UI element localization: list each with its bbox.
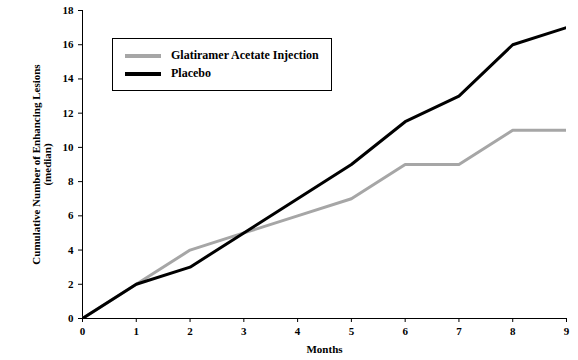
svg-text:2: 2	[187, 325, 193, 337]
svg-text:Cumulative Number of Enhancing: Cumulative Number of Enhancing Lesions(m…	[30, 64, 54, 265]
html-text:Glatiramer Acetate Injection: Glatiramer Acetate Injection	[171, 48, 319, 62]
svg-text:3: 3	[241, 325, 247, 337]
svg-text:18: 18	[63, 4, 75, 16]
svg-text:2: 2	[68, 278, 74, 290]
svg-text:6: 6	[402, 325, 408, 337]
svg-text:8: 8	[68, 175, 74, 187]
svg-text:9: 9	[564, 325, 570, 337]
svg-text:7: 7	[456, 325, 462, 337]
svg-text:0: 0	[80, 325, 86, 337]
svg-text:14: 14	[63, 72, 75, 84]
svg-text:8: 8	[510, 325, 516, 337]
svg-text:10: 10	[63, 141, 75, 153]
svg-text:5: 5	[349, 325, 355, 337]
svg-text:0: 0	[68, 312, 74, 324]
svg-text:16: 16	[63, 38, 75, 50]
svg-text:4: 4	[68, 244, 74, 256]
svg-text:4: 4	[295, 325, 301, 337]
svg-text:12: 12	[63, 107, 75, 119]
svg-text:1: 1	[134, 325, 140, 337]
svg-text:Months: Months	[306, 343, 343, 355]
html-text:Placebo: Placebo	[171, 66, 211, 80]
svg-text:6: 6	[68, 209, 74, 221]
